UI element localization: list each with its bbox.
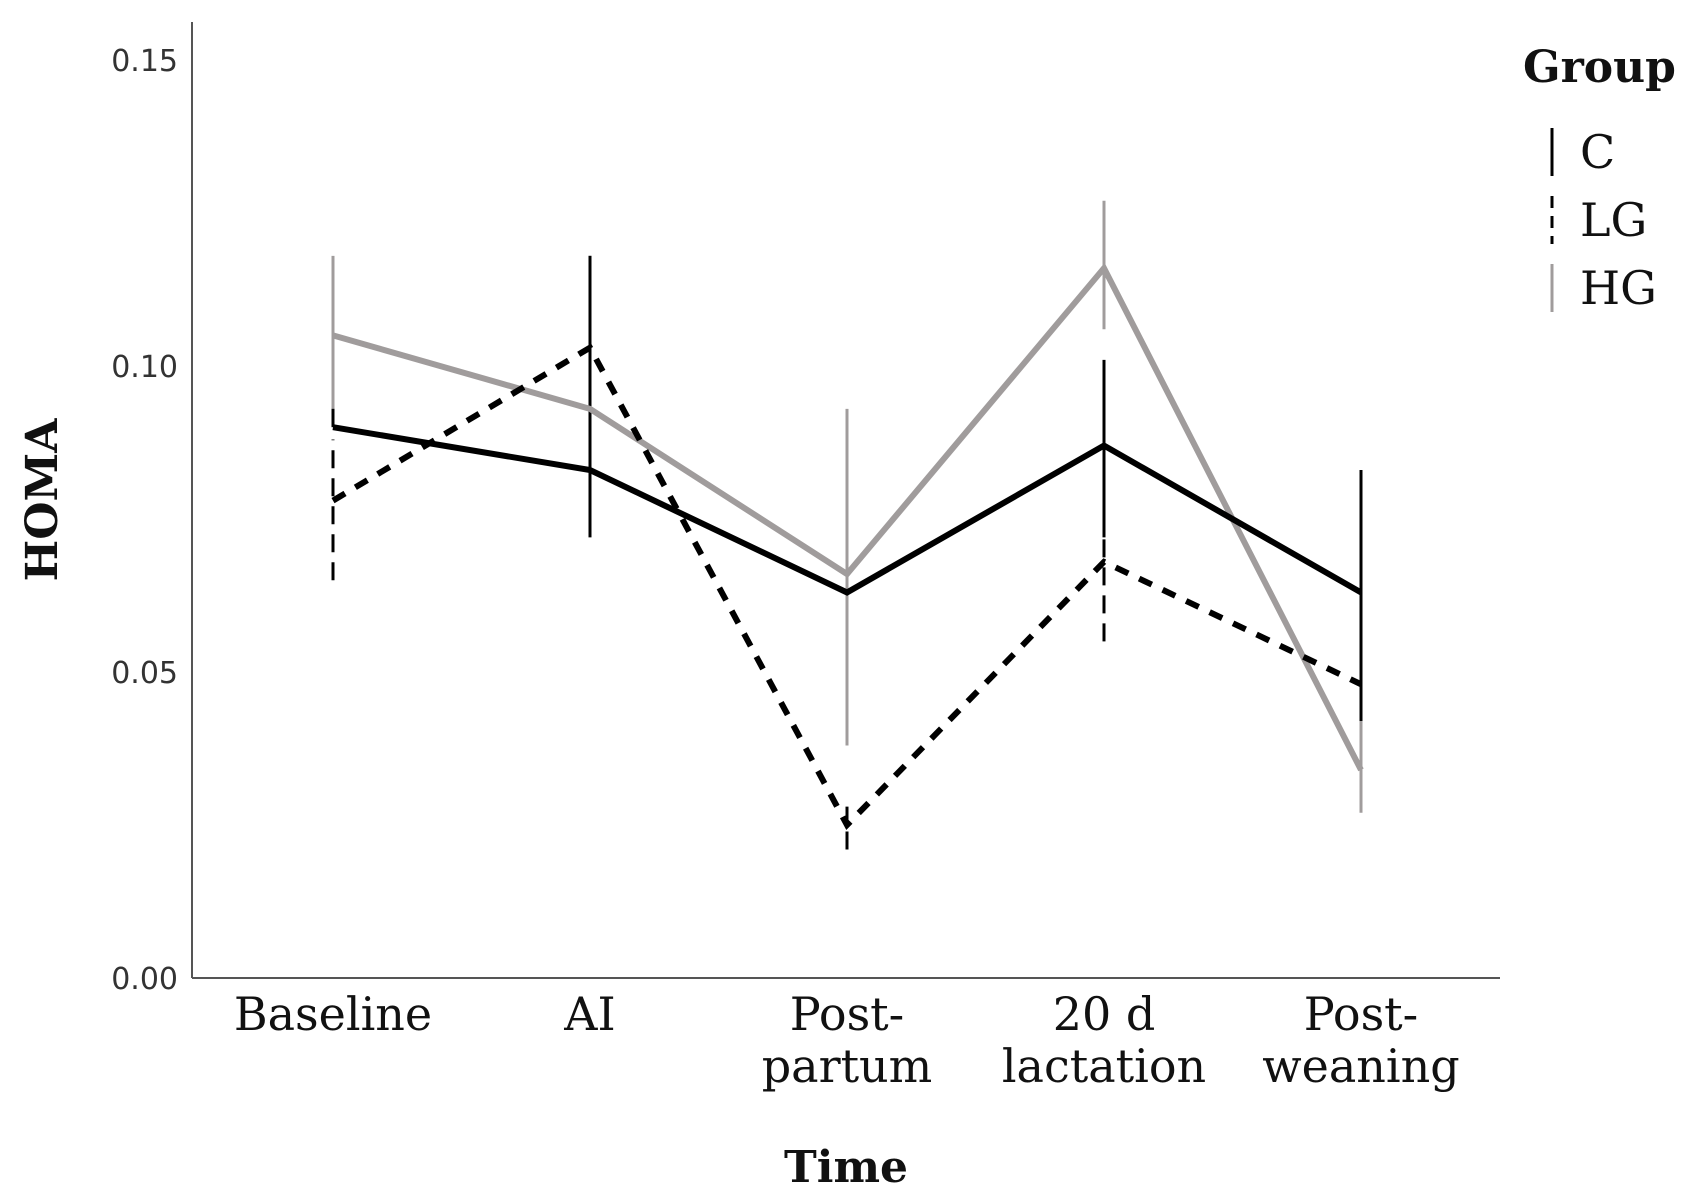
x-tick-label: 20 d lactation (1002, 987, 1206, 1093)
x-tick-label: Post-weaning (1262, 987, 1459, 1093)
y-tick-label: 0.05 (111, 656, 178, 691)
x-axis-title: Time (784, 1142, 908, 1193)
y-tick-label: 0.10 (111, 350, 178, 385)
legend-label-hg: HG (1580, 261, 1657, 315)
series-line-hg (332, 262, 1364, 772)
series-line-c (332, 424, 1363, 596)
axes (191, 22, 1500, 979)
y-tick-label: 0.15 (111, 44, 178, 79)
legend-label-lg: LG (1580, 193, 1647, 247)
y-axis-title: HOMA (17, 418, 68, 582)
y-tick-labels: 0.00 0.05 0.10 0.15 (111, 44, 178, 997)
series-lines (331, 262, 1364, 831)
y-tick-label: 0.00 (111, 962, 178, 997)
error-bars (331, 200, 1363, 850)
x-tick-label: Baseline (234, 987, 432, 1041)
x-tick-labels: Baseline AI Post-partum 20 d lactation Post-w… (234, 987, 1460, 1093)
legend-label-c: C (1580, 125, 1615, 179)
x-tick-label: AI (563, 987, 615, 1041)
series-line-lg (331, 343, 1363, 831)
legend-title: Group (1523, 42, 1676, 93)
legend: Group C LG HG (1523, 42, 1676, 315)
x-tick-label: Post-partum (762, 987, 933, 1093)
